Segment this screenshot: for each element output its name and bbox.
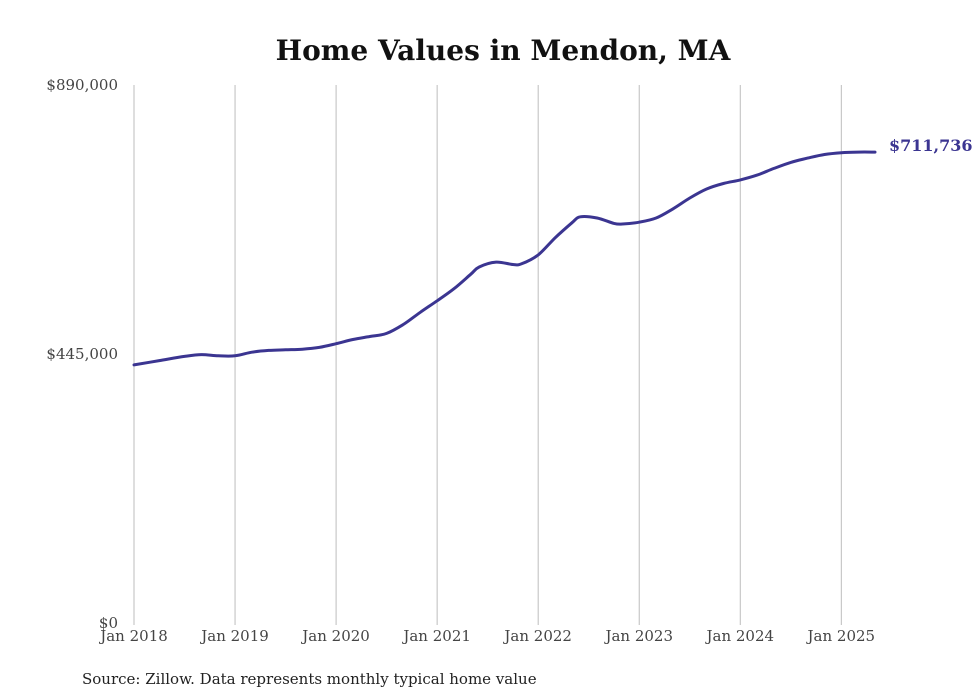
x-axis-ticks: Jan 2018 Jan 2019 Jan 2020 Jan 2021 Jan 2022… [98, 627, 875, 645]
source-note: Source: Zillow. Data represents monthly … [82, 670, 537, 688]
y-tick-label: $890,000 [46, 76, 118, 94]
y-tick-label: $0 [99, 614, 118, 632]
x-tick-label: Jan 2025 [806, 627, 876, 645]
x-tick-label: Jan 2020 [300, 627, 370, 645]
end-value-label: $711,736 [889, 136, 973, 155]
series-layer: $711,736 [132, 136, 973, 367]
x-tick-label: Jan 2018 [98, 627, 168, 645]
x-tick-label: Jan 2019 [199, 627, 269, 645]
x-tick-label: Jan 2024 [704, 627, 774, 645]
x-tick-label: Jan 2021 [401, 627, 471, 645]
y-axis-ticks: $0 $445,000 $890,000 [46, 76, 118, 632]
chart-title: Home Values in Mendon, MA [276, 34, 732, 67]
series-line [132, 150, 877, 367]
x-tick-label: Jan 2023 [603, 627, 673, 645]
x-tick-label: Jan 2022 [502, 627, 572, 645]
y-tick-label: $445,000 [46, 345, 118, 363]
gridlines [133, 85, 842, 625]
